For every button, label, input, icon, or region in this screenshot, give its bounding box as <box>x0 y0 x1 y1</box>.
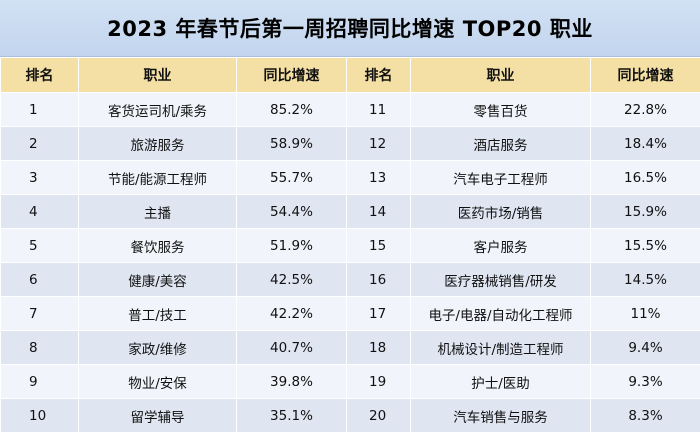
table-row: 3 节能/能源工程师 55.7% 13 汽车电子工程师 16.5% <box>0 160 700 195</box>
growth-cell: 42.5% <box>236 262 347 297</box>
job-cell: 家政/维修 <box>78 330 237 365</box>
rank-cell: 8 <box>0 330 79 365</box>
growth-cell: 42.2% <box>236 296 347 331</box>
rank-cell: 19 <box>346 364 411 399</box>
rank-cell: 9 <box>0 364 79 399</box>
rank-cell: 4 <box>0 194 79 229</box>
growth-cell: 54.4% <box>236 194 347 229</box>
job-cell: 健康/美容 <box>78 262 237 297</box>
header-rank-right: 排名 <box>346 57 411 93</box>
job-cell: 医疗器械销售/研发 <box>410 262 591 297</box>
growth-cell: 15.9% <box>590 194 700 229</box>
table-row: 9 物业/安保 39.8% 19 护士/医助 9.3% <box>0 364 700 399</box>
header-job-left: 职业 <box>78 57 237 93</box>
ranking-table: 排名 职业 同比增速 排名 职业 同比增速 1 客货运司机/乘务 85.2% 11 零售… <box>0 57 700 433</box>
job-cell: 电子/电器/自动化工程师 <box>410 296 591 331</box>
job-cell: 医药市场/销售 <box>410 194 591 229</box>
growth-cell: 40.7% <box>236 330 347 365</box>
growth-cell: 15.5% <box>590 228 700 263</box>
growth-cell: 55.7% <box>236 160 347 195</box>
rank-cell: 10 <box>0 398 79 433</box>
rank-cell: 20 <box>346 398 411 433</box>
table-row: 2 旅游服务 58.9% 12 酒店服务 18.4% <box>0 126 700 161</box>
header-rank-left: 排名 <box>0 57 79 93</box>
job-cell: 汽车电子工程师 <box>410 160 591 195</box>
growth-cell: 14.5% <box>590 262 700 297</box>
job-cell: 餐饮服务 <box>78 228 237 263</box>
title-bar: 2023 年春节后第一周招聘同比增速 TOP20 职业 <box>0 0 700 57</box>
table-row: 10 留学辅导 35.1% 20 汽车销售与服务 8.3% <box>0 398 700 433</box>
rank-cell: 7 <box>0 296 79 331</box>
rank-cell: 15 <box>346 228 411 263</box>
job-cell: 酒店服务 <box>410 126 591 161</box>
rank-cell: 11 <box>346 92 411 127</box>
growth-cell: 18.4% <box>590 126 700 161</box>
table-row: 7 普工/技工 42.2% 17 电子/电器/自动化工程师 11% <box>0 296 700 331</box>
growth-cell: 39.8% <box>236 364 347 399</box>
header-job-right: 职业 <box>410 57 591 93</box>
job-cell: 客货运司机/乘务 <box>78 92 237 127</box>
growth-cell: 85.2% <box>236 92 347 127</box>
growth-cell: 8.3% <box>590 398 700 433</box>
rank-cell: 6 <box>0 262 79 297</box>
rank-cell: 2 <box>0 126 79 161</box>
table-header-row: 排名 职业 同比增速 排名 职业 同比增速 <box>0 57 700 93</box>
table-row: 1 客货运司机/乘务 85.2% 11 零售百货 22.8% <box>0 92 700 127</box>
growth-cell: 51.9% <box>236 228 347 263</box>
header-growth-left: 同比增速 <box>236 57 347 93</box>
growth-cell: 9.3% <box>590 364 700 399</box>
table-row: 4 主播 54.4% 14 医药市场/销售 15.9% <box>0 194 700 229</box>
rank-cell: 17 <box>346 296 411 331</box>
job-cell: 留学辅导 <box>78 398 237 433</box>
header-growth-right: 同比增速 <box>590 57 700 93</box>
growth-cell: 11% <box>590 296 700 331</box>
rank-cell: 14 <box>346 194 411 229</box>
job-cell: 客户服务 <box>410 228 591 263</box>
growth-cell: 35.1% <box>236 398 347 433</box>
rank-cell: 5 <box>0 228 79 263</box>
job-cell: 护士/医助 <box>410 364 591 399</box>
job-cell: 主播 <box>78 194 237 229</box>
job-cell: 节能/能源工程师 <box>78 160 237 195</box>
growth-cell: 9.4% <box>590 330 700 365</box>
job-cell: 物业/安保 <box>78 364 237 399</box>
job-cell: 零售百货 <box>410 92 591 127</box>
job-cell: 汽车销售与服务 <box>410 398 591 433</box>
job-cell: 普工/技工 <box>78 296 237 331</box>
page-title: 2023 年春节后第一周招聘同比增速 TOP20 职业 <box>107 17 593 41</box>
rank-cell: 12 <box>346 126 411 161</box>
rank-cell: 1 <box>0 92 79 127</box>
growth-cell: 58.9% <box>236 126 347 161</box>
job-cell: 旅游服务 <box>78 126 237 161</box>
table-row: 8 家政/维修 40.7% 18 机械设计/制造工程师 9.4% <box>0 330 700 365</box>
job-cell: 机械设计/制造工程师 <box>410 330 591 365</box>
table-row: 6 健康/美容 42.5% 16 医疗器械销售/研发 14.5% <box>0 262 700 297</box>
growth-cell: 16.5% <box>590 160 700 195</box>
rank-cell: 13 <box>346 160 411 195</box>
table-row: 5 餐饮服务 51.9% 15 客户服务 15.5% <box>0 228 700 263</box>
rank-cell: 18 <box>346 330 411 365</box>
rank-cell: 16 <box>346 262 411 297</box>
rank-cell: 3 <box>0 160 79 195</box>
growth-cell: 22.8% <box>590 92 700 127</box>
